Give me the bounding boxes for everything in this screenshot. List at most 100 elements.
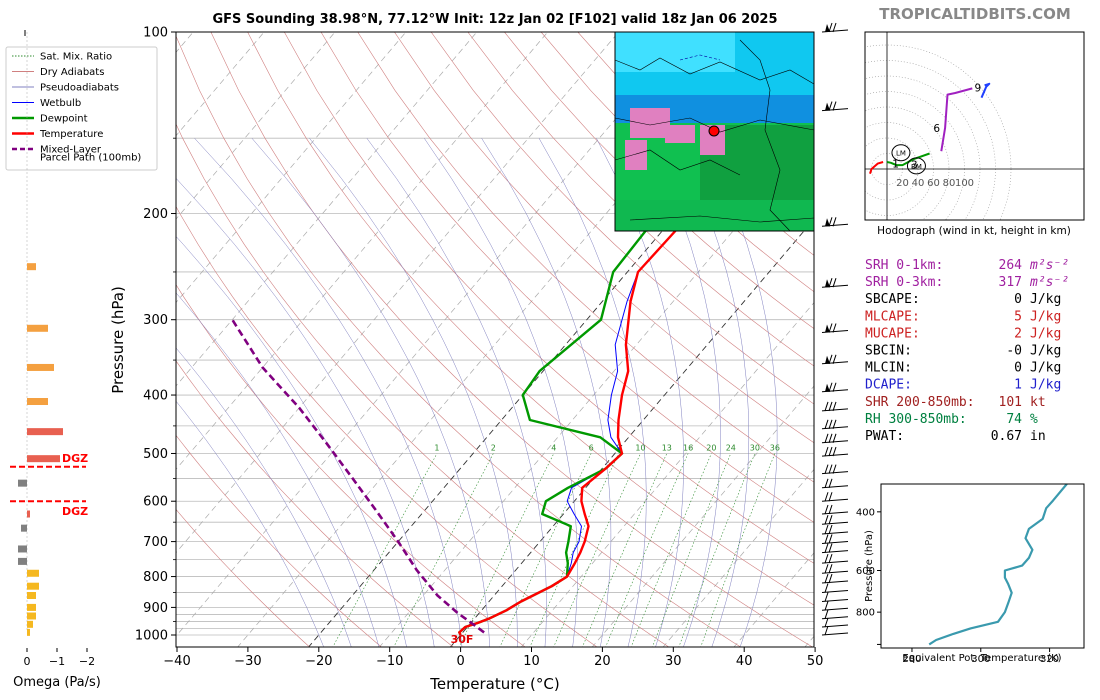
omega-bar: [27, 455, 60, 463]
legend-label: Dry Adiabats: [40, 67, 104, 78]
omega-xlabel: Omega (Pa/s): [13, 675, 101, 690]
hodograph-trace: 1 3 6 9 LM RM: [869, 82, 991, 175]
index-unit: J/kg: [1030, 344, 1061, 359]
omega-bar: [27, 612, 36, 620]
theta-e-frame: [880, 483, 1085, 649]
omega-bar: [27, 263, 36, 271]
index-name: SBCAPE:: [865, 292, 920, 307]
index-unit: J/kg: [1030, 378, 1061, 393]
series-mixed-layer-parcel-path-100mb: [231, 319, 485, 634]
wind-barbs: [821, 22, 849, 636]
theta-e-line: [928, 484, 1068, 646]
hodograph-ring-label: 100: [955, 178, 974, 189]
pseudoadiabat: [596, 138, 684, 647]
wind-barb: [821, 101, 849, 112]
dgz-label: DGZ: [62, 452, 88, 465]
freezing-label: 30F: [451, 633, 474, 646]
skewt-profiles: [231, 60, 814, 636]
index-value: 264: [999, 258, 1023, 273]
dry-adiabat: [467, 32, 814, 367]
wind-barb: [821, 419, 849, 430]
y-tick-label: 1000: [135, 629, 168, 644]
x-tick-label: 50: [807, 654, 824, 669]
index-value: 0: [1014, 292, 1022, 307]
isotherm: [176, 32, 407, 304]
index-name: SRH 0-3km:: [865, 275, 943, 290]
theta-x-tick-label: 300: [971, 654, 990, 665]
dgz-label: DGZ: [62, 505, 88, 518]
index-value: 5: [1014, 309, 1022, 324]
mixing-ratio-label: 24: [726, 443, 736, 452]
hodograph-segment: [940, 87, 973, 152]
x-tick-label: 20: [594, 654, 611, 669]
omega-bar: [27, 603, 36, 611]
index-unit: J/kg: [1030, 361, 1061, 376]
omega-bar: [27, 398, 48, 406]
mixing-ratio-line: [700, 453, 776, 647]
omega-bar: [27, 628, 30, 636]
wind-barb: [821, 524, 849, 535]
x-tick-label: −10: [376, 654, 403, 669]
mixing-ratio-line: [678, 453, 756, 647]
theta-e-profile: [928, 484, 1068, 646]
pseudoadiabat: [366, 138, 547, 647]
omega-bar: [27, 363, 54, 371]
dry-adiabat: [504, 32, 814, 329]
mixing-ratio-line: [458, 453, 555, 647]
isotherm: [176, 32, 690, 637]
y-tick-label: 900: [143, 601, 168, 616]
y-tick-label: 400: [143, 389, 168, 404]
storm-motion-label: LM: [896, 150, 906, 158]
legend-label: Dewpoint: [40, 114, 88, 125]
theta-e-grid: 280 300 320 400 600 800: [856, 507, 1059, 665]
hodograph-ring-label: 20: [896, 178, 909, 189]
isotherm: [449, 218, 814, 647]
x-tick-label: 10: [523, 654, 540, 669]
pseudoadiabat: [647, 138, 721, 647]
stability-indices: SRH 0-1km: 264 m²s⁻² SRH 0-3km: 317 m²s⁻² SBCA…: [865, 258, 1069, 444]
isotherm: [176, 32, 619, 554]
wind-barb: [821, 543, 849, 554]
omega-panel: DGZ DGZ 0 −1 −2: [10, 30, 95, 668]
y-tick-label: 700: [143, 535, 168, 550]
mixing-ratio-line: [652, 453, 732, 647]
index-value: 0: [1014, 361, 1022, 376]
pseudoadiabat: [481, 138, 612, 647]
index-value: 317: [999, 275, 1022, 290]
pseudoadiabat: [703, 138, 778, 647]
theta-y-tick-label: 400: [856, 507, 875, 518]
dry-adiabat: [540, 32, 814, 293]
index-unit: m²s⁻²: [1029, 258, 1069, 273]
omega-bar: [27, 428, 63, 436]
pseudoadiabat: [176, 177, 435, 647]
wind-barb: [821, 601, 849, 611]
hodograph-height-label: 3: [911, 159, 918, 171]
omega-tick-label: 0: [24, 655, 31, 668]
x-tick-label: −20: [305, 654, 332, 669]
mixing-ratio-label: 20: [706, 443, 716, 452]
storm-motion-marker: [906, 157, 926, 175]
index-unit: J/kg: [1030, 326, 1061, 341]
storm-motion-marker: [891, 144, 911, 162]
hodograph-segment: [980, 82, 991, 99]
index-name: MLCAPE:: [865, 309, 920, 324]
legend-label: Temperature: [39, 129, 103, 140]
pseudoadiabat: [176, 236, 407, 647]
dry-adiabat: [176, 284, 526, 647]
isotherm: [591, 385, 814, 647]
mixing-ratio-label: 10: [635, 443, 645, 452]
wind-barb: [821, 401, 849, 412]
x-tick-label: 0: [456, 654, 464, 669]
chart-title: GFS Sounding 38.98°N, 77.12°W Init: 12z …: [212, 12, 777, 27]
mixing-ratio-label: 1: [434, 443, 439, 452]
mixing-ratio-label: 2: [491, 443, 496, 452]
theta-x-tick-label: 320: [1040, 654, 1059, 665]
wind-barb: [821, 464, 849, 475]
isotherm: [662, 468, 814, 647]
omega-bar: [27, 620, 33, 628]
wind-barb: [821, 504, 849, 515]
index-name: MUCAPE:: [865, 326, 920, 341]
wind-barb: [821, 583, 849, 593]
index-unit: m²s⁻²: [1029, 275, 1069, 290]
isotherm: [176, 32, 336, 220]
